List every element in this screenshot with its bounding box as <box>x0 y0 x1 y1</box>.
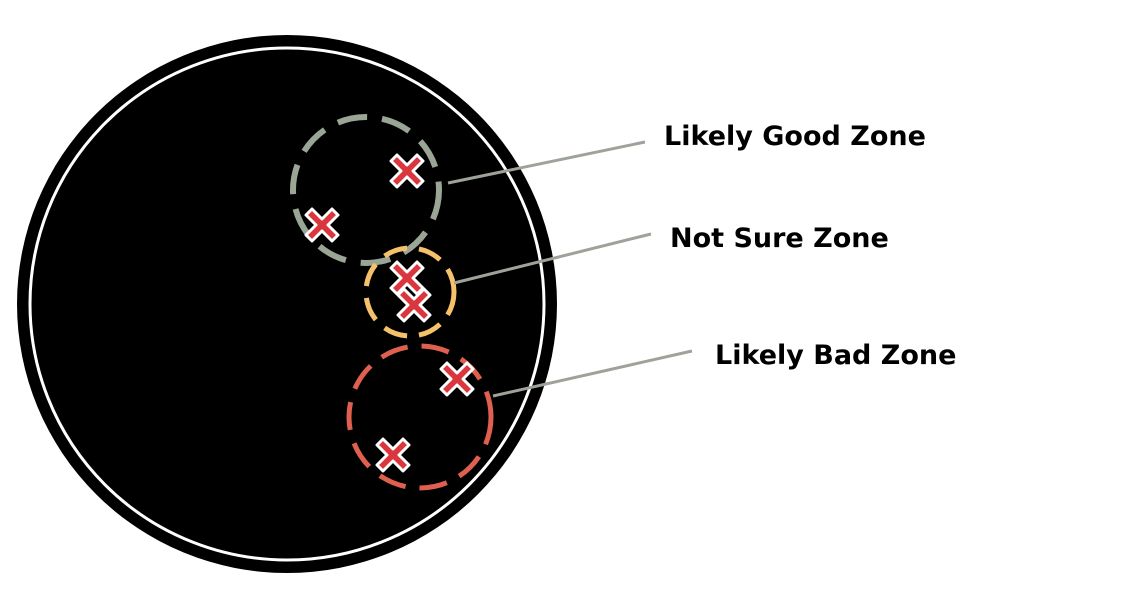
zone-unsure-circle <box>363 245 457 339</box>
zone-good-circle <box>290 114 442 266</box>
zone-bad-circle <box>346 343 494 491</box>
plate <box>17 35 557 573</box>
zone-labels: Likely Good Zone Not Sure Zone Likely Ba… <box>664 121 956 371</box>
plate-outer-disc <box>17 35 557 573</box>
leader-line-good <box>447 140 646 185</box>
zone-label-good: Likely Good Zone <box>664 121 926 152</box>
leader-line-bad <box>492 349 693 398</box>
leader-line-unsure <box>453 232 652 285</box>
leader-lines <box>447 140 693 398</box>
zone-unsure-outline <box>363 245 457 339</box>
plate-inner-ring <box>28 46 546 562</box>
zone-label-unsure: Not Sure Zone <box>670 223 889 254</box>
zone-label-bad: Likely Bad Zone <box>715 340 956 371</box>
zone-bad-outline <box>346 343 494 491</box>
zone-good-outline <box>290 114 442 266</box>
